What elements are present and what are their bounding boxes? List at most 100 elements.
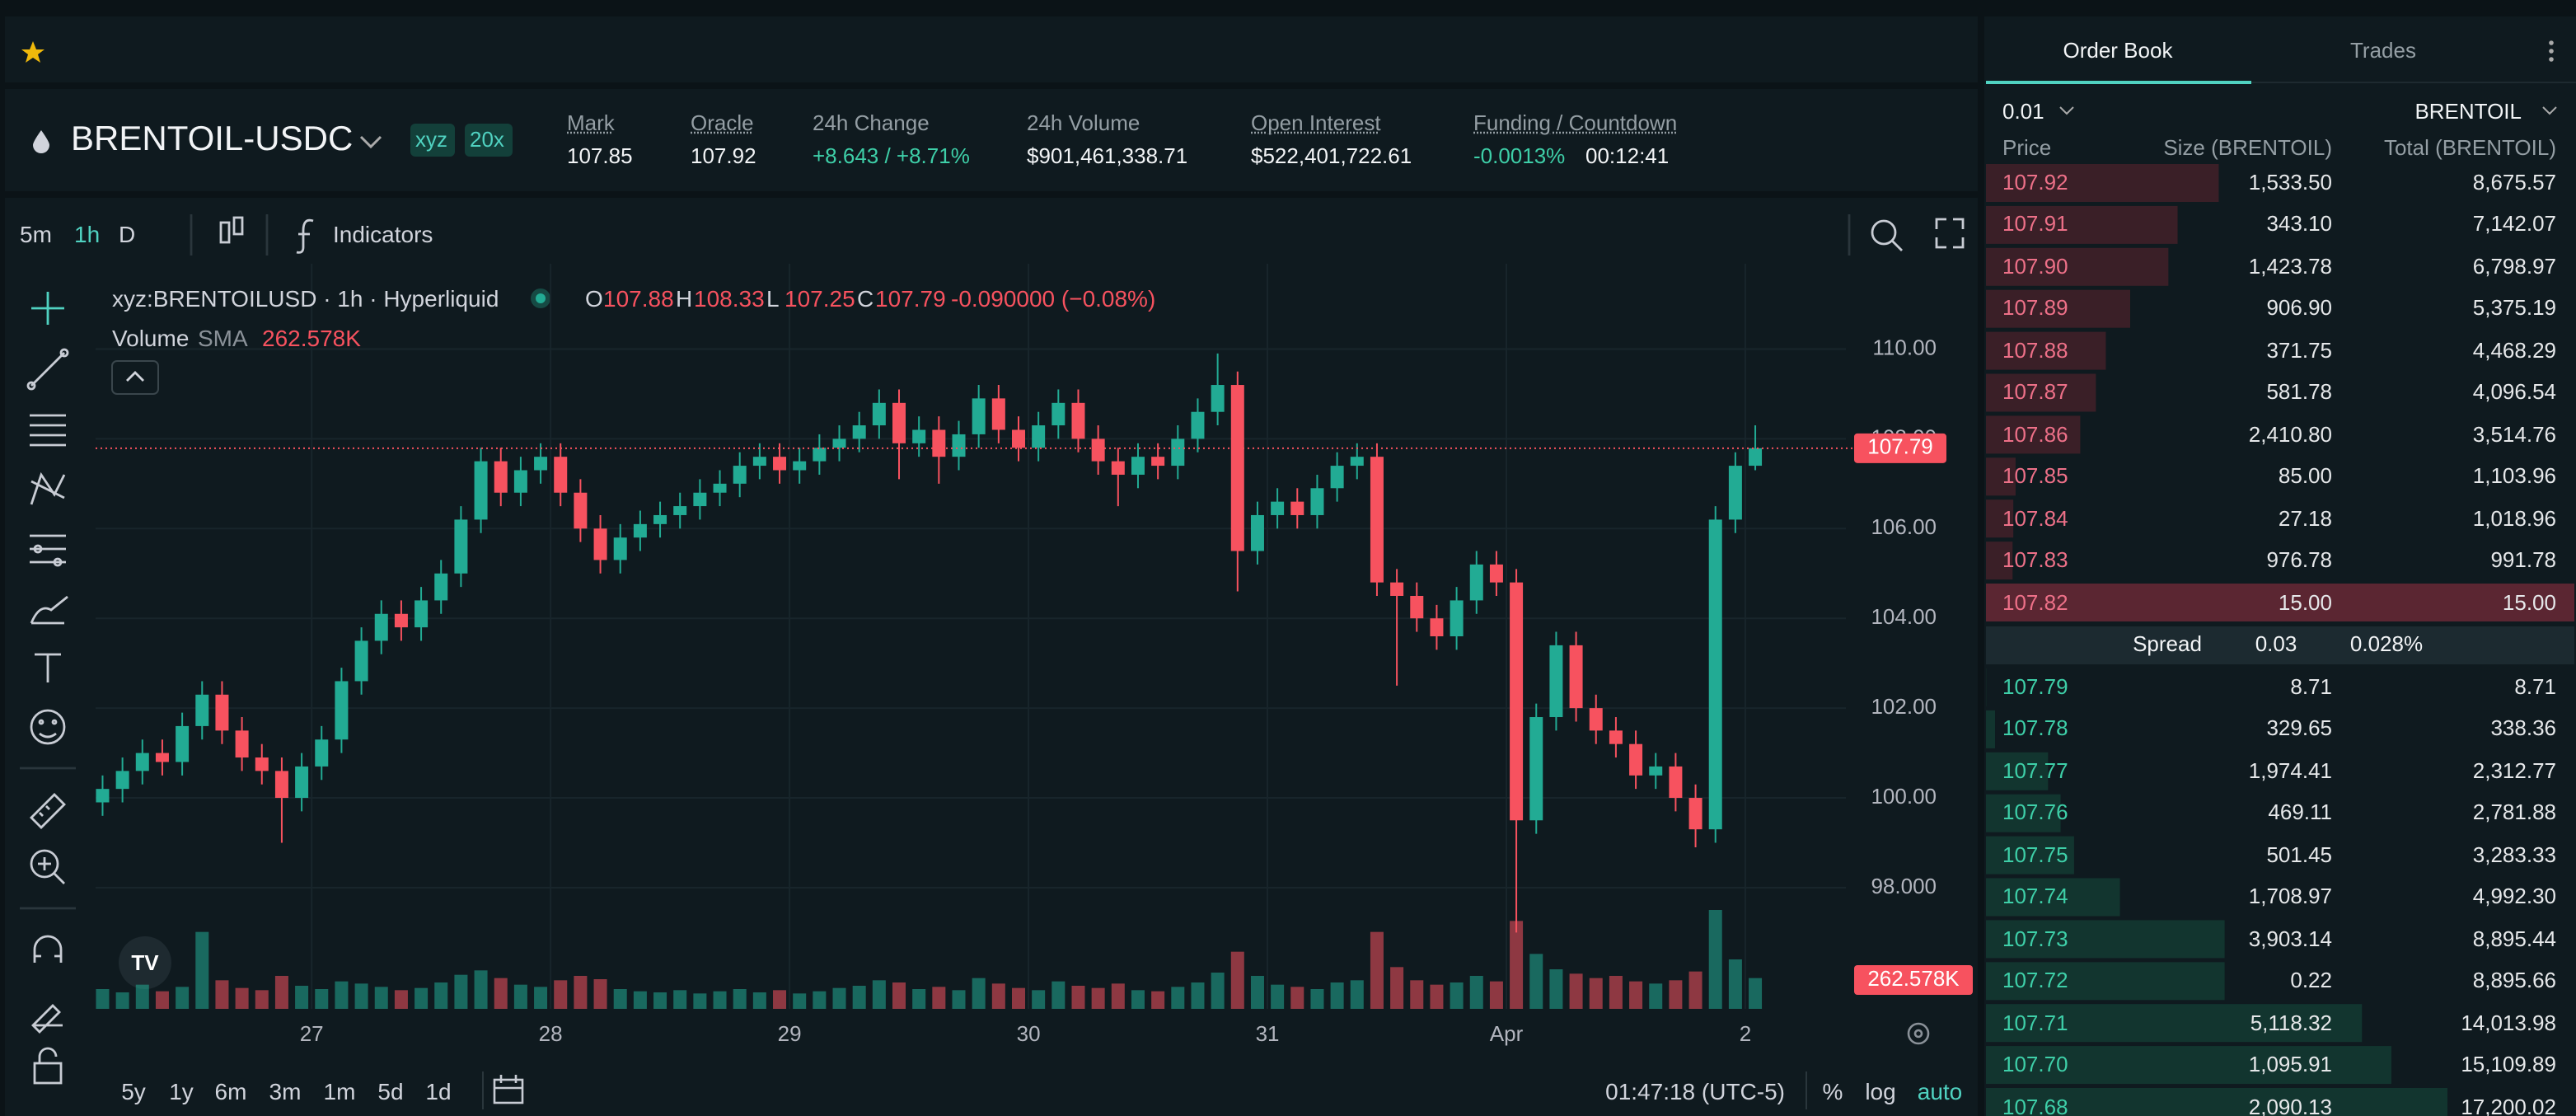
total: 14,013.98: [2461, 1010, 2556, 1035]
axis-settings-icon[interactable]: [1907, 1022, 1930, 1045]
chart-panel: [5, 198, 1978, 1116]
legend-change: -0.090000 (−0.08%): [951, 285, 1156, 312]
date-range-icon[interactable]: [493, 1075, 524, 1104]
candle-body: [832, 438, 846, 448]
candle-body: [1708, 519, 1722, 830]
zoom-icon[interactable]: [1871, 219, 1897, 246]
unit[interactable]: BRENTOIL: [2414, 99, 2522, 124]
fullscreen-icon[interactable]: [1935, 218, 1965, 249]
range-button[interactable]: 6m: [214, 1078, 247, 1104]
tab[interactable]: Order Book: [2063, 38, 2173, 63]
scale-option[interactable]: log: [1865, 1078, 1896, 1104]
candle-body: [1330, 466, 1344, 489]
candle-body: [1250, 514, 1264, 551]
range-button[interactable]: 5y: [121, 1078, 146, 1104]
depth-bar: [1986, 920, 2225, 959]
candle-body: [1749, 448, 1763, 467]
drawing-tools[interactable]: [20, 292, 76, 1085]
volume-bar: [394, 990, 408, 1009]
candle-body: [1230, 385, 1244, 551]
volume-bar: [912, 989, 926, 1009]
volume-bar: [1728, 959, 1742, 1009]
volume-bar: [1271, 984, 1285, 1009]
candle-body: [494, 461, 508, 493]
chart-type-icon[interactable]: [219, 221, 231, 244]
volume-bar: [513, 984, 527, 1009]
stat-label: Open Interest: [1251, 110, 1381, 135]
volume-bar: [1091, 987, 1105, 1009]
volume-bar: [434, 982, 448, 1009]
total: 3,283.33: [2472, 842, 2556, 867]
depth-bar: [1986, 373, 2096, 412]
candle-body: [274, 771, 288, 799]
tick-size[interactable]: 0.01: [2002, 99, 2044, 124]
interval[interactable]: D: [119, 221, 136, 247]
volume-bar: [335, 981, 349, 1009]
candle-body: [633, 523, 647, 538]
price: 107.83: [2002, 547, 2068, 573]
volume-bar: [1669, 980, 1683, 1009]
x-tick-label: Apr: [1490, 1021, 1524, 1046]
depth-bar: [1986, 1004, 2363, 1043]
indicators-icon[interactable]: [296, 218, 314, 254]
interval[interactable]: 5m: [20, 221, 52, 247]
price: 107.78: [2002, 715, 2068, 741]
tick-chevron[interactable]: [2059, 106, 2074, 115]
size: 27.18: [2278, 505, 2332, 531]
more-menu[interactable]: [2549, 40, 2554, 62]
stat-countdown: 00:12:41: [1585, 143, 1670, 168]
price: 107.76: [2002, 799, 2068, 825]
volume-bar: [1032, 990, 1046, 1009]
candle-body: [415, 600, 429, 628]
candle-body: [693, 492, 707, 507]
candle-body: [1430, 618, 1444, 636]
stat-value: -0.0013%: [1473, 143, 1566, 168]
total: 2,312.77: [2472, 757, 2556, 783]
candle-body: [1549, 645, 1563, 718]
candle-body: [1669, 766, 1683, 799]
candle-body: [135, 753, 149, 771]
volume-bar: [1370, 931, 1384, 1009]
scale-option[interactable]: %: [1822, 1078, 1843, 1104]
depth-bar: [1986, 710, 1996, 748]
total: 7,142.07: [2472, 211, 2556, 237]
range-button[interactable]: 1m: [323, 1078, 356, 1104]
candle-body: [454, 519, 468, 574]
interval[interactable]: 1h: [74, 221, 101, 247]
range-button[interactable]: 5d: [377, 1078, 404, 1104]
favorite-star[interactable]: [21, 41, 44, 63]
x-tick-label: 29: [778, 1021, 802, 1046]
volume-bar: [1111, 983, 1125, 1009]
header-bar: [5, 89, 1978, 191]
collapse-legend-button[interactable]: [111, 360, 159, 395]
volume-bar: [653, 992, 667, 1009]
y-tick-label: 102.00: [1871, 694, 1937, 719]
unit-chevron[interactable]: [2542, 106, 2557, 115]
range-button[interactable]: 3m: [269, 1078, 302, 1104]
x-tick-label: 28: [539, 1021, 563, 1046]
candle-body: [1688, 798, 1703, 830]
size: 5,118.32: [2250, 1010, 2332, 1035]
scale-option[interactable]: auto: [1917, 1078, 1963, 1104]
stat-label: 24h Volume: [1027, 110, 1140, 135]
volume-bar: [1011, 987, 1025, 1009]
depth-bar: [1986, 836, 2074, 875]
range-button[interactable]: 1d: [425, 1078, 452, 1104]
volume-bar: [613, 989, 627, 1009]
indicators-button[interactable]: Indicators: [333, 221, 433, 247]
column-header: Total (BRENTOIL): [2383, 135, 2556, 160]
volume-bar: [1230, 951, 1244, 1009]
symbol-chevron[interactable]: [359, 135, 382, 149]
candle-body: [1489, 564, 1503, 583]
candle-body: [335, 681, 349, 740]
range-button[interactable]: 1y: [169, 1078, 194, 1104]
volume-bar: [1510, 921, 1524, 1009]
volume-bar: [1290, 987, 1304, 1009]
tab[interactable]: Trades: [2350, 38, 2416, 63]
candle-body: [773, 457, 787, 471]
volume-bar: [195, 931, 209, 1009]
candle-body: [374, 613, 388, 641]
candle-body: [574, 492, 588, 529]
volume-bar: [1211, 973, 1225, 1009]
